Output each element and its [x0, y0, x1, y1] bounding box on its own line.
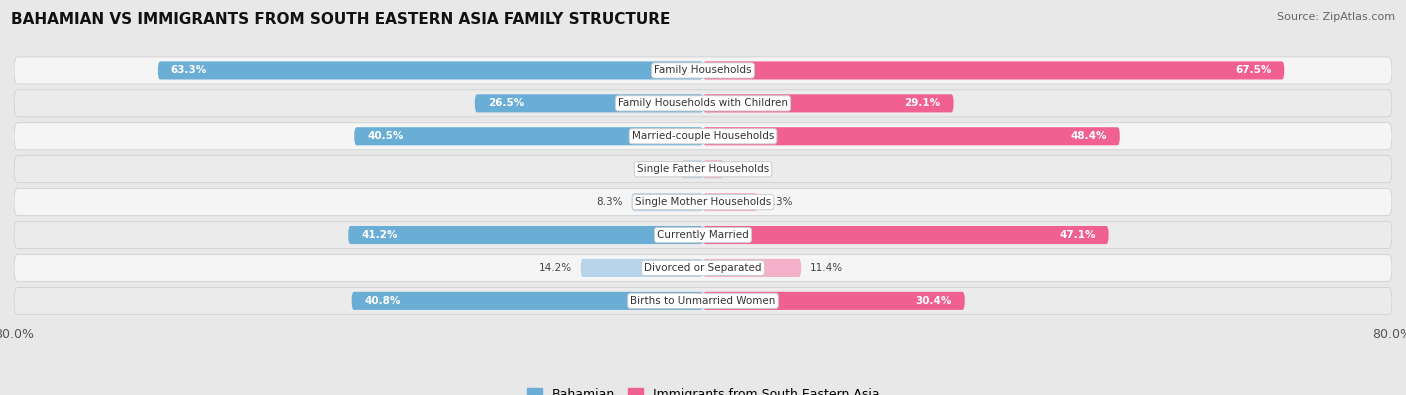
Text: 8.3%: 8.3%	[596, 197, 623, 207]
FancyBboxPatch shape	[703, 94, 953, 113]
FancyBboxPatch shape	[703, 61, 1284, 79]
FancyBboxPatch shape	[14, 90, 1392, 117]
Text: BAHAMIAN VS IMMIGRANTS FROM SOUTH EASTERN ASIA FAMILY STRUCTURE: BAHAMIAN VS IMMIGRANTS FROM SOUTH EASTER…	[11, 12, 671, 27]
FancyBboxPatch shape	[631, 193, 703, 211]
Legend: Bahamian, Immigrants from South Eastern Asia: Bahamian, Immigrants from South Eastern …	[522, 383, 884, 395]
FancyBboxPatch shape	[352, 292, 703, 310]
Text: 6.3%: 6.3%	[766, 197, 793, 207]
FancyBboxPatch shape	[703, 160, 724, 178]
Text: 63.3%: 63.3%	[170, 66, 207, 75]
FancyBboxPatch shape	[475, 94, 703, 113]
Text: Family Households with Children: Family Households with Children	[619, 98, 787, 108]
FancyBboxPatch shape	[703, 259, 801, 277]
FancyBboxPatch shape	[14, 189, 1392, 216]
Text: 11.4%: 11.4%	[810, 263, 844, 273]
Text: 2.5%: 2.5%	[647, 164, 673, 174]
Text: 30.4%: 30.4%	[915, 296, 952, 306]
FancyBboxPatch shape	[581, 259, 703, 277]
FancyBboxPatch shape	[354, 127, 703, 145]
FancyBboxPatch shape	[14, 287, 1392, 314]
FancyBboxPatch shape	[14, 222, 1392, 248]
Text: 48.4%: 48.4%	[1070, 131, 1107, 141]
FancyBboxPatch shape	[703, 292, 965, 310]
FancyBboxPatch shape	[682, 160, 703, 178]
Text: Currently Married: Currently Married	[657, 230, 749, 240]
Text: Single Father Households: Single Father Households	[637, 164, 769, 174]
Text: Single Mother Households: Single Mother Households	[636, 197, 770, 207]
FancyBboxPatch shape	[14, 156, 1392, 182]
Text: 26.5%: 26.5%	[488, 98, 524, 108]
Text: Source: ZipAtlas.com: Source: ZipAtlas.com	[1277, 12, 1395, 22]
Text: Divorced or Separated: Divorced or Separated	[644, 263, 762, 273]
Text: 67.5%: 67.5%	[1234, 66, 1271, 75]
FancyBboxPatch shape	[703, 193, 758, 211]
FancyBboxPatch shape	[703, 226, 1108, 244]
FancyBboxPatch shape	[349, 226, 703, 244]
FancyBboxPatch shape	[14, 123, 1392, 150]
FancyBboxPatch shape	[157, 61, 703, 79]
Text: 29.1%: 29.1%	[904, 98, 941, 108]
Text: 40.5%: 40.5%	[367, 131, 404, 141]
Text: Births to Unmarried Women: Births to Unmarried Women	[630, 296, 776, 306]
Text: 41.2%: 41.2%	[361, 230, 398, 240]
Text: Family Households: Family Households	[654, 66, 752, 75]
Text: 47.1%: 47.1%	[1059, 230, 1095, 240]
FancyBboxPatch shape	[703, 127, 1119, 145]
Text: Married-couple Households: Married-couple Households	[631, 131, 775, 141]
Text: 2.4%: 2.4%	[733, 164, 759, 174]
Text: 40.8%: 40.8%	[364, 296, 401, 306]
FancyBboxPatch shape	[14, 57, 1392, 84]
FancyBboxPatch shape	[14, 254, 1392, 281]
Text: 14.2%: 14.2%	[538, 263, 572, 273]
